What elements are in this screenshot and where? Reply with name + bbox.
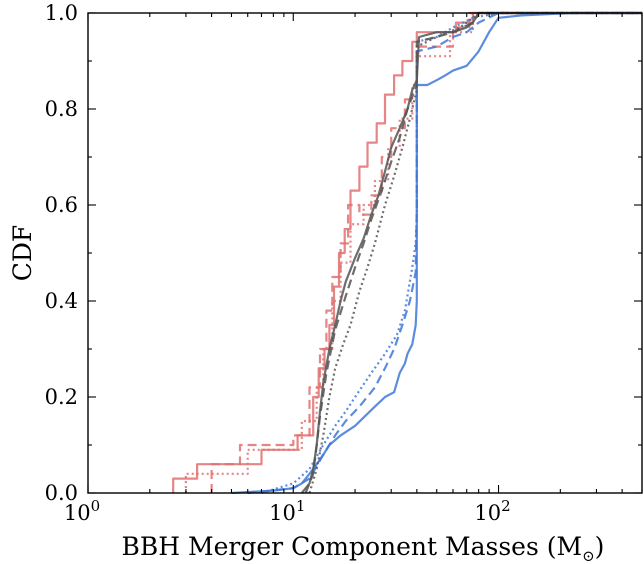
y-tick-label: 0.8: [45, 97, 78, 121]
x-axis-label: BBH Merger Component Masses (M⊙): [122, 532, 605, 564]
series-line-9: [308, 11, 642, 494]
series-layer: [172, 11, 642, 495]
series-line-8: [304, 11, 642, 494]
series-line-3: [184, 11, 642, 493]
plot-frame: [87, 12, 643, 494]
x-tick-label: 102: [474, 497, 510, 525]
y-tick-label: 0.6: [45, 193, 78, 217]
series-line-1: [172, 11, 642, 493]
ticks-layer: [87, 12, 643, 494]
x-tick-label: 101: [269, 497, 305, 525]
x-tick-label: 100: [64, 497, 100, 525]
series-line-7: [300, 11, 642, 494]
tick-labels: 100 101 102 0.0 0.2 0.4 0.6 0.8 1.0: [45, 1, 511, 525]
series-line-5: [247, 11, 642, 495]
y-tick-label: 0.2: [45, 385, 78, 409]
y-tick-label: 0.4: [45, 289, 78, 313]
series-line-6: [261, 11, 642, 495]
series-line-4: [231, 11, 642, 495]
y-tick-label: 1.0: [45, 1, 78, 25]
y-axis-label: CDF: [8, 225, 37, 282]
y-tick-label: 0.0: [45, 481, 78, 505]
